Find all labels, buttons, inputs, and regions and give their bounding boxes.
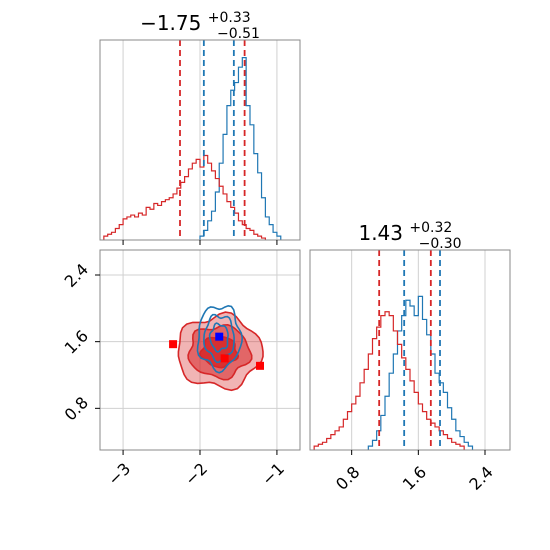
blue-contour-level-0 bbox=[196, 304, 244, 374]
y-tick-label: 2.4 bbox=[61, 260, 92, 291]
histogram-series-0 bbox=[199, 57, 282, 240]
x-tick-label: −3 bbox=[104, 459, 134, 489]
marker-2 bbox=[220, 354, 229, 363]
marginal-y-title-value: 1.43 bbox=[358, 221, 403, 245]
marker-3 bbox=[256, 361, 264, 370]
marker-0 bbox=[215, 332, 224, 341]
joint-panel: −3 −2 −1 0.8 1.6 2.4 bbox=[61, 249, 301, 489]
marginal-x-title-upper: +0.33 bbox=[208, 10, 251, 26]
blue-contour-level-2 bbox=[208, 322, 229, 353]
x-tick-label: 0.8 bbox=[332, 462, 363, 493]
marginal-y-title-lower: −0.30 bbox=[419, 236, 462, 252]
marker-1 bbox=[169, 340, 178, 349]
x-tick-label: 1.6 bbox=[399, 462, 430, 493]
marginal-x-panel: −1.75 +0.33 −0.51 bbox=[99, 3, 301, 245]
marginal-x-title: −1.75 +0.33 −0.51 bbox=[140, 3, 260, 42]
marginal-y-frame bbox=[309, 249, 511, 451]
histogram-series-1 bbox=[103, 154, 266, 240]
x-tick-label: 2.4 bbox=[465, 462, 496, 493]
marginal-y-title: 1.43 +0.32 −0.30 bbox=[358, 213, 461, 252]
marginal-y-title-upper: +0.32 bbox=[409, 220, 452, 236]
marginal-y-panel: 0.8 1.6 2.4 1.43 +0.32 −0.30 bbox=[309, 213, 511, 494]
x-tick-label: −1 bbox=[258, 459, 288, 489]
y-tick-label: 1.6 bbox=[61, 326, 92, 357]
marginal-x-title-lower: −0.51 bbox=[217, 26, 260, 42]
marginal-x-title-value: −1.75 bbox=[140, 11, 201, 35]
x-tick-label: −2 bbox=[181, 459, 211, 489]
y-tick-label: 0.8 bbox=[61, 393, 92, 424]
histogram-series-0 bbox=[367, 295, 474, 450]
